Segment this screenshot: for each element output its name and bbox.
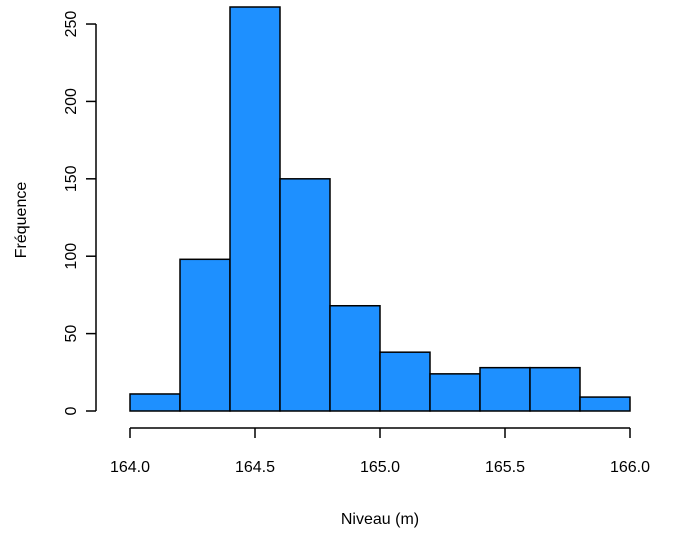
- y-axis-title: Fréquence: [13, 182, 30, 259]
- histogram-bar-2: [229, 6, 281, 412]
- y-tick-label: 50: [63, 325, 80, 343]
- x-axis-title: Niveau (m): [341, 511, 419, 528]
- histogram-bar-4: [329, 304, 381, 412]
- histogram-bar-1: [179, 258, 231, 412]
- histogram-bar-3: [279, 178, 331, 412]
- histogram-bar-8: [529, 366, 581, 412]
- x-tick-label: 164.0: [110, 459, 150, 476]
- y-tick-label: 0: [63, 406, 80, 415]
- x-tick-label: 166.0: [610, 459, 650, 476]
- histogram-bar-9: [579, 396, 631, 412]
- x-axis: 164.0 164.5 165.0 165.5 166.0: [110, 427, 650, 476]
- histogram-bar-7: [479, 366, 531, 412]
- bars-group: [129, 6, 631, 412]
- histogram-bar-5: [379, 351, 431, 412]
- y-tick-label: 200: [63, 88, 80, 115]
- histogram-bar-6: [429, 373, 481, 412]
- x-tick-label: 164.5: [235, 459, 275, 476]
- y-axis: 0 50 100 150 200 250: [63, 11, 97, 415]
- y-tick-label: 100: [63, 243, 80, 270]
- x-tick-label: 165.0: [360, 459, 400, 476]
- y-tick-label: 250: [63, 11, 80, 38]
- x-tick-label: 165.5: [485, 459, 525, 476]
- histogram-bar-0: [129, 393, 181, 412]
- y-tick-label: 150: [63, 165, 80, 192]
